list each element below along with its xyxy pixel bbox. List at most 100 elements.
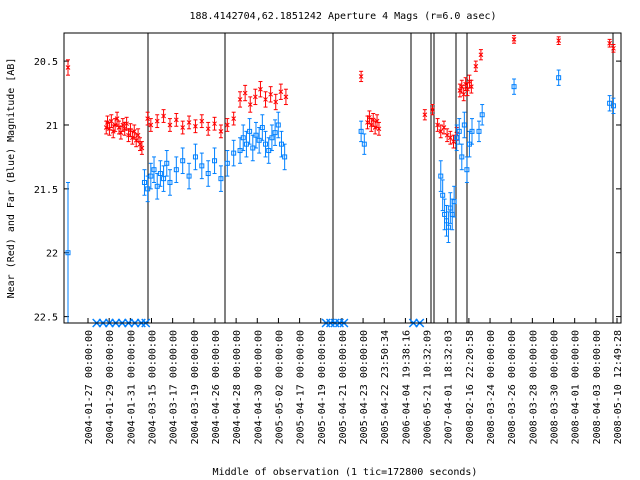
far-point bbox=[164, 160, 170, 166]
far-point bbox=[167, 179, 173, 185]
x-tick-label: 2004-03-17 00:00:00 bbox=[169, 330, 180, 444]
far-point bbox=[253, 132, 259, 138]
y-tick-label: 21.5 bbox=[34, 185, 58, 196]
x-tick-label: 2004-01-31 00:00:00 bbox=[126, 330, 137, 444]
y-axis-ticks: 20.5 21 21.5 22 22.5 bbox=[34, 57, 621, 324]
far-point bbox=[180, 158, 186, 164]
far-point bbox=[607, 100, 613, 106]
far-point bbox=[459, 154, 465, 160]
x-tick-label: 2004-01-27 00:00:00 bbox=[84, 330, 95, 444]
x-tick-label: 2005-04-21 00:00:00 bbox=[338, 330, 349, 444]
far-point bbox=[240, 135, 246, 141]
far-point bbox=[148, 173, 154, 179]
x-tick-label: 2005-04-19 00:00:00 bbox=[317, 330, 328, 444]
near-point bbox=[511, 37, 517, 42]
near-point bbox=[268, 91, 273, 97]
far-point bbox=[438, 173, 444, 179]
near-point bbox=[173, 117, 179, 123]
near-point bbox=[473, 63, 479, 69]
far-point bbox=[247, 128, 253, 134]
near-point bbox=[131, 129, 137, 134]
far-point bbox=[259, 125, 265, 131]
far-point bbox=[141, 179, 147, 185]
x-tick-label: 2006-05-21 10:32:09 bbox=[423, 330, 434, 444]
far-point bbox=[161, 176, 167, 182]
far-point bbox=[231, 150, 237, 156]
x-axis-label: Middle of observation (1 tic=172800 seco… bbox=[213, 467, 478, 478]
far-point bbox=[224, 160, 230, 166]
near-point bbox=[224, 122, 230, 128]
near-point bbox=[114, 116, 120, 121]
near-point bbox=[120, 122, 126, 128]
x-tick-label: 2004-03-19 00:00:00 bbox=[190, 330, 201, 444]
near-point bbox=[376, 126, 382, 132]
far-point bbox=[151, 167, 157, 173]
x-tick-label: 2008-05-10 12:49:28 bbox=[613, 330, 624, 444]
far-point bbox=[272, 130, 278, 136]
far-point bbox=[445, 224, 451, 230]
near-point bbox=[108, 118, 114, 124]
x-tick-label: 2005-05-02 00:00:00 bbox=[274, 330, 285, 444]
near-point bbox=[447, 135, 453, 141]
near-point bbox=[212, 121, 217, 127]
x-tick-label: 2008-04-01 00:00:00 bbox=[571, 330, 582, 444]
x-tick-label: 2004-04-26 00:00:00 bbox=[211, 330, 222, 444]
near-point bbox=[252, 94, 258, 100]
x-tick-label: 2007-04-01 18:32:03 bbox=[444, 330, 455, 444]
near-point bbox=[199, 118, 205, 124]
far-point bbox=[269, 135, 275, 141]
far-point bbox=[173, 167, 179, 173]
y-tick-label: 20.5 bbox=[34, 57, 58, 68]
far-point bbox=[282, 154, 288, 160]
near-point bbox=[278, 89, 284, 95]
near-point bbox=[263, 97, 268, 102]
far-point bbox=[479, 112, 485, 118]
near-point bbox=[422, 112, 428, 118]
y-tick-label: 22 bbox=[46, 249, 58, 260]
near-point bbox=[148, 122, 154, 128]
far-point bbox=[192, 154, 198, 160]
near-point bbox=[358, 74, 364, 79]
x-tick-label: 2008-03-24 00:00:00 bbox=[486, 330, 497, 444]
x-tick-label: 2008-03-28 00:00:00 bbox=[528, 330, 539, 444]
far-point bbox=[469, 128, 475, 134]
near-point bbox=[205, 126, 211, 132]
x-axis-ticks: 2004-01-27 00:00:00 2004-01-29 00:00:00 20… bbox=[84, 318, 624, 444]
near-point bbox=[237, 97, 243, 102]
far-point bbox=[205, 171, 211, 177]
x-tick-label: 2005-04-17 00:00:00 bbox=[296, 330, 307, 444]
near-point bbox=[180, 125, 186, 130]
near-point bbox=[607, 40, 612, 46]
near-point bbox=[283, 94, 289, 100]
plot-frame bbox=[63, 32, 622, 324]
far-point bbox=[65, 250, 71, 256]
far-point bbox=[212, 158, 218, 164]
near-point bbox=[247, 102, 253, 107]
near-point bbox=[273, 99, 279, 105]
near-point bbox=[242, 90, 248, 96]
y-tick-label: 22.5 bbox=[34, 313, 58, 324]
x-tick-label: 2005-04-23 00:00:00 bbox=[359, 330, 370, 444]
x-tick-label: 2004-01-29 00:00:00 bbox=[105, 330, 116, 444]
near-series bbox=[65, 35, 616, 155]
x-tick-label: 2004-04-30 00:00:00 bbox=[253, 330, 264, 444]
far-point bbox=[186, 173, 192, 179]
near-point bbox=[438, 129, 444, 134]
near-point bbox=[457, 88, 463, 93]
far-point bbox=[476, 128, 482, 134]
near-point bbox=[430, 107, 435, 113]
near-point bbox=[231, 116, 237, 121]
far-point bbox=[275, 122, 281, 128]
near-point bbox=[258, 86, 263, 92]
near-point bbox=[154, 118, 160, 124]
x-tick-label: 2008-03-30 00:00:00 bbox=[550, 330, 561, 444]
near-point bbox=[161, 113, 166, 119]
x-tick-label: 2004-03-15 00:00:00 bbox=[147, 330, 158, 444]
near-point bbox=[193, 123, 198, 129]
near-point bbox=[218, 129, 224, 134]
near-point bbox=[145, 116, 151, 121]
near-point bbox=[137, 141, 143, 147]
far-point bbox=[199, 163, 205, 169]
far-point bbox=[451, 199, 457, 205]
far-point bbox=[456, 128, 462, 134]
